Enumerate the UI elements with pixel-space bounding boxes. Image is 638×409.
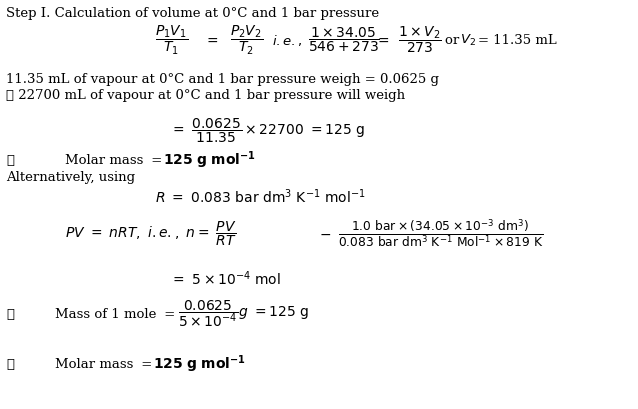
Text: $=$: $=$ bbox=[204, 33, 218, 47]
Text: Step I. Calculation of volume at 0°C and 1 bar pressure: Step I. Calculation of volume at 0°C and… bbox=[6, 7, 379, 20]
Text: $\dfrac{P_1V_1}{T_1}$: $\dfrac{P_1V_1}{T_1}$ bbox=[155, 23, 188, 56]
Text: =: = bbox=[160, 308, 179, 321]
Text: Alternatively, using: Alternatively, using bbox=[6, 171, 135, 184]
Text: Molar mass: Molar mass bbox=[65, 153, 144, 166]
Text: $-$: $-$ bbox=[319, 227, 331, 241]
Text: =: = bbox=[137, 357, 156, 371]
Text: Molar mass: Molar mass bbox=[55, 357, 133, 371]
Text: ∴: ∴ bbox=[6, 357, 14, 371]
Text: $\dfrac{0.0625}{5 \times 10^{-4}} g \ = 125 \ \mathrm{g}$: $\dfrac{0.0625}{5 \times 10^{-4}} g \ = … bbox=[178, 299, 309, 330]
Text: $R \ = \ 0.083 \ \mathrm{bar \ dm^3 \ K^{-1} \ mol^{-1}}$: $R \ = \ 0.083 \ \mathrm{bar \ dm^3 \ K^… bbox=[155, 188, 366, 206]
Text: $\dfrac{1 \times V_2}{273}$: $\dfrac{1 \times V_2}{273}$ bbox=[398, 25, 442, 55]
Text: $\dfrac{1.0 \ \mathrm{bar} \times (34.05 \times 10^{-3} \ \mathrm{dm^3})}{0.083 : $\dfrac{1.0 \ \mathrm{bar} \times (34.05… bbox=[338, 218, 544, 250]
Text: $V_2$: $V_2$ bbox=[460, 32, 476, 47]
Text: $PV \ = \ nRT, \ i.e., \ n = \ \dfrac{PV}{RT}$: $PV \ = \ nRT, \ i.e., \ n = \ \dfrac{PV… bbox=[65, 220, 237, 248]
Text: $= \ 5 \times 10^{-4} \ \mathrm{mol}$: $= \ 5 \times 10^{-4} \ \mathrm{mol}$ bbox=[170, 270, 281, 288]
Text: ∴: ∴ bbox=[6, 308, 14, 321]
Text: ∴: ∴ bbox=[6, 153, 14, 166]
Text: $\dfrac{P_2V_2}{T_2}$: $\dfrac{P_2V_2}{T_2}$ bbox=[230, 23, 263, 56]
Text: $\mathbf{125 \ g \ mol^{-1}}$: $\mathbf{125 \ g \ mol^{-1}}$ bbox=[163, 149, 256, 171]
Text: Mass of 1 mole: Mass of 1 mole bbox=[55, 308, 156, 321]
Text: $= \ \dfrac{0.0625}{11.35} \times 22700 \ = 125 \ \mathrm{g}$: $= \ \dfrac{0.0625}{11.35} \times 22700 … bbox=[170, 117, 365, 145]
Text: or: or bbox=[445, 34, 463, 47]
Text: $\dfrac{1 \times 34.05}{546 + 273}$: $\dfrac{1 \times 34.05}{546 + 273}$ bbox=[308, 26, 380, 54]
Text: = 11.35 mL: = 11.35 mL bbox=[478, 34, 557, 47]
Text: ∴ 22700 mL of vapour at 0°C and 1 bar pressure will weigh: ∴ 22700 mL of vapour at 0°C and 1 bar pr… bbox=[6, 88, 405, 101]
Text: $=$: $=$ bbox=[375, 33, 389, 47]
Text: =: = bbox=[147, 153, 167, 166]
Text: $\mathbf{125 \ g \ mol^{-1}}$: $\mathbf{125 \ g \ mol^{-1}}$ bbox=[153, 353, 246, 375]
Text: $i.e.,$: $i.e.,$ bbox=[272, 32, 302, 47]
Text: 11.35 mL of vapour at 0°C and 1 bar pressure weigh = 0.0625 g: 11.35 mL of vapour at 0°C and 1 bar pres… bbox=[6, 74, 439, 86]
